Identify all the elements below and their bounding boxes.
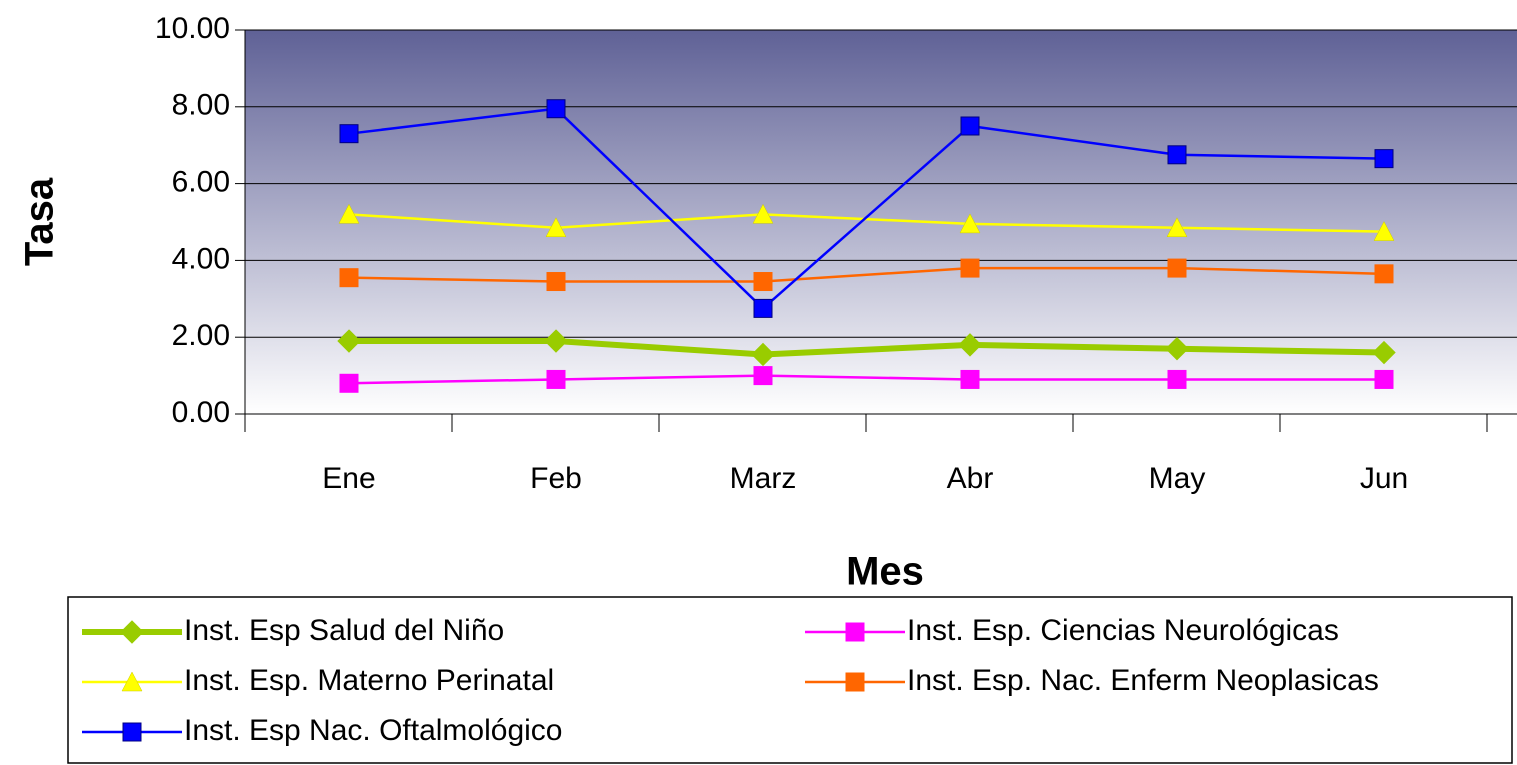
y-tick-label: 4.00 [172,242,230,275]
series-line [348,266,1385,283]
x-tick-label: May [1149,462,1206,495]
data-point [960,116,980,136]
data-point [752,203,774,224]
data-point [753,272,773,292]
data-point [960,258,980,278]
data-point [338,203,360,224]
y-tick-label: 2.00 [172,319,230,352]
legend-label: Inst. Esp. Materno Perinatal [184,664,554,697]
y-tick-label: 10.00 [155,12,230,45]
data-point [339,124,359,144]
data-point [751,342,775,367]
data-point [545,217,567,238]
data-point [1373,221,1395,241]
data-point [1166,217,1188,238]
legend-marker [122,722,142,742]
data-point [339,373,359,393]
x-tick-label: Abr [947,462,994,495]
x-tick-label: Feb [530,462,582,495]
data-point [1372,340,1396,365]
series-line [349,338,1385,358]
data-point [337,329,361,353]
data-point [1167,145,1187,165]
x-tick-label: Marz [730,462,797,495]
legend-marker [120,620,144,644]
data-point [1167,369,1187,389]
legend-label: Inst. Esp. Ciencias Neurológicas [907,614,1339,647]
y-axis-title: Tasa [18,177,62,266]
x-axis-title: Mes [846,550,924,594]
data-point [1374,264,1394,284]
x-tick-label: Ene [322,462,375,495]
legend-marker [121,671,143,692]
data-point [1374,369,1394,389]
series-line [348,374,1384,385]
series-line [348,107,1385,311]
legend-marker [845,622,865,642]
data-point [959,213,981,234]
y-tick-label: 6.00 [172,166,230,199]
data-point [960,369,980,389]
data-point [546,272,566,292]
data-point [753,298,773,318]
data-point [546,369,566,389]
data-point [1165,337,1189,361]
legend-label: Inst. Esp Salud del Niño [184,614,504,647]
legend-label: Inst. Esp Nac. Oftalmológico [184,714,563,747]
data-point [1167,258,1187,278]
legend-label: Inst. Esp. Nac. Enferm Neoplasicas [907,664,1379,697]
series-line [348,213,1385,233]
plot-area [245,30,1517,414]
data-point [753,366,773,386]
x-tick-label: Jun [1360,462,1408,495]
data-point [339,268,359,288]
data-point [544,329,568,353]
legend-marker [845,672,865,692]
y-tick-label: 0.00 [172,396,230,429]
data-point [1374,149,1394,169]
legend [67,596,1513,764]
data-point [958,333,982,357]
data-point [546,99,566,119]
y-tick-label: 8.00 [172,89,230,122]
